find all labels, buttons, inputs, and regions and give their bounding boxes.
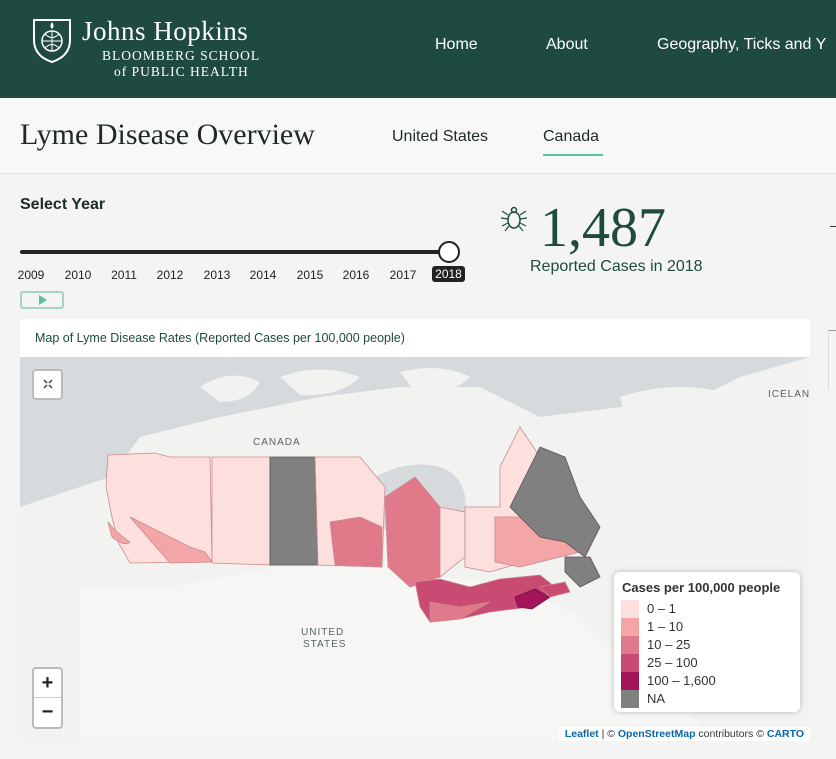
active-tab-indicator bbox=[543, 154, 603, 156]
top-navigation-bar: Johns Hopkins BLOOMBERG SCHOOL of PUBLIC… bbox=[0, 0, 836, 98]
play-icon bbox=[39, 295, 47, 305]
zoom-in-button[interactable]: + bbox=[34, 669, 61, 698]
legend-swatch bbox=[621, 654, 639, 672]
map-legend: Cases per 100,000 people 0 – 1 1 – 10 10… bbox=[614, 572, 800, 712]
region-ns bbox=[514, 588, 551, 610]
map-title: Map of Lyme Disease Rates (Reported Case… bbox=[35, 331, 405, 345]
nav-about[interactable]: About bbox=[546, 36, 588, 53]
legend-label: 10 – 25 bbox=[647, 637, 691, 652]
shield-icon bbox=[33, 19, 71, 64]
reported-cases-value: 1,487 bbox=[540, 197, 666, 259]
year-tick-2010: 2010 bbox=[64, 268, 92, 282]
year-tick-2015: 2015 bbox=[296, 268, 324, 282]
osm-link[interactable]: OpenStreetMap bbox=[617, 728, 696, 740]
reported-cases-label: Reported Cases in 2018 bbox=[530, 258, 703, 275]
year-slider-track[interactable] bbox=[20, 250, 450, 254]
nav-geography[interactable]: Geography, Ticks and Y bbox=[657, 36, 827, 53]
region-sk bbox=[269, 456, 319, 566]
page-header bbox=[0, 98, 836, 174]
logo-subtitle-1: BLOOMBERG SCHOOL bbox=[102, 48, 261, 63]
year-tick-2014: 2014 bbox=[249, 268, 277, 282]
nav-home[interactable]: Home bbox=[435, 36, 478, 53]
choropleth-map[interactable] bbox=[20, 357, 810, 741]
legend-label: 100 – 1,600 bbox=[647, 673, 716, 688]
expand-icon bbox=[43, 379, 52, 389]
region-ab bbox=[211, 456, 271, 566]
legend-swatch bbox=[621, 672, 639, 690]
leaflet-link[interactable]: Leaflet bbox=[564, 728, 599, 740]
legend-swatch bbox=[621, 600, 639, 618]
map-attribution: Leaflet | © OpenStreetMap contributors ©… bbox=[558, 727, 810, 741]
map-label-canada: CANADA bbox=[253, 437, 301, 448]
map-canvas[interactable]: CANADA UNITED STATES ICELAN + − Cases pe… bbox=[20, 357, 810, 741]
attribution-sep: | © bbox=[601, 728, 615, 740]
year-tick-2016: 2016 bbox=[342, 268, 370, 282]
legend-swatch bbox=[621, 636, 639, 654]
play-button[interactable] bbox=[20, 291, 64, 309]
logo-name: Johns Hopkins bbox=[82, 16, 249, 46]
legend-label: NA bbox=[647, 691, 666, 706]
select-year-label: Select Year bbox=[20, 196, 106, 213]
year-tick-2017: 2017 bbox=[389, 268, 417, 282]
legend-label: 25 – 100 bbox=[647, 655, 698, 670]
zoom-out-button[interactable]: − bbox=[41, 701, 54, 723]
legend-title: Cases per 100,000 people bbox=[622, 580, 781, 595]
legend-label: 0 – 1 bbox=[647, 601, 676, 616]
carto-link[interactable]: CARTO bbox=[766, 728, 804, 740]
tab-canada[interactable]: Canada bbox=[543, 128, 600, 145]
year-tick-2013: 2013 bbox=[203, 268, 231, 282]
year-tick-2011: 2011 bbox=[111, 268, 137, 282]
page-title: Lyme Disease Overview bbox=[20, 118, 315, 151]
panel-edge bbox=[830, 226, 836, 227]
tab-united-states[interactable]: United States bbox=[392, 128, 489, 145]
jhu-logo[interactable]: Johns Hopkins BLOOMBERG SCHOOL of PUBLIC… bbox=[30, 14, 280, 80]
year-tick-2018-selected: 2018 bbox=[432, 266, 465, 282]
legend-swatch bbox=[621, 690, 639, 708]
region-nl bbox=[509, 446, 601, 558]
tick-icon bbox=[500, 206, 528, 232]
year-tick-2012: 2012 bbox=[156, 268, 184, 282]
map-label-us-2: STATES bbox=[303, 639, 347, 650]
attribution-contrib: contributors © bbox=[698, 728, 764, 740]
year-slider-handle[interactable] bbox=[438, 241, 460, 263]
zoom-control: + − bbox=[32, 667, 63, 729]
legend-label: 1 – 10 bbox=[647, 619, 684, 634]
map-card: Map of Lyme Disease Rates (Reported Case… bbox=[20, 319, 810, 741]
legend-swatch bbox=[621, 618, 639, 636]
map-label-iceland: ICELAN bbox=[768, 389, 810, 400]
year-tick-2009: 2009 bbox=[17, 268, 45, 282]
logo-subtitle-2: of PUBLIC HEALTH bbox=[114, 64, 249, 79]
map-label-us-1: UNITED bbox=[301, 627, 345, 638]
expand-map-button[interactable] bbox=[32, 369, 63, 400]
panel-edge bbox=[828, 330, 836, 390]
